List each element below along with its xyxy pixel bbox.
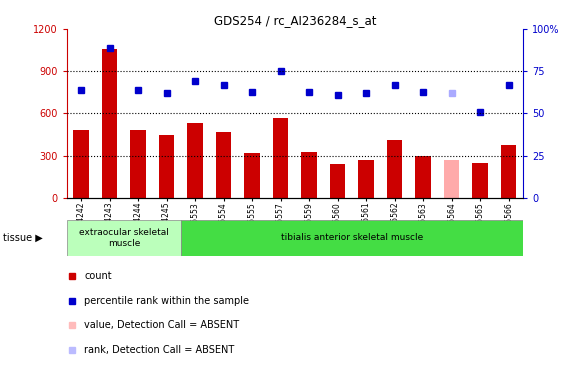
Bar bbox=[501, 145, 517, 198]
Bar bbox=[130, 130, 146, 198]
Bar bbox=[102, 49, 117, 198]
Text: extraocular skeletal
muscle: extraocular skeletal muscle bbox=[79, 228, 168, 248]
Bar bbox=[73, 130, 89, 198]
Bar bbox=[244, 153, 260, 198]
Bar bbox=[187, 123, 203, 198]
Text: count: count bbox=[84, 271, 112, 281]
Bar bbox=[330, 164, 346, 198]
Text: percentile rank within the sample: percentile rank within the sample bbox=[84, 296, 249, 306]
Text: value, Detection Call = ABSENT: value, Detection Call = ABSENT bbox=[84, 320, 239, 330]
Bar bbox=[302, 152, 317, 198]
Bar bbox=[472, 163, 488, 198]
Bar bbox=[216, 132, 231, 198]
Bar bbox=[181, 220, 523, 256]
Bar bbox=[415, 156, 431, 198]
Bar bbox=[67, 220, 181, 256]
Bar bbox=[358, 160, 374, 198]
Bar bbox=[272, 118, 288, 198]
Bar bbox=[159, 134, 174, 198]
Bar bbox=[387, 140, 403, 198]
Text: tibialis anterior skeletal muscle: tibialis anterior skeletal muscle bbox=[281, 234, 423, 242]
Bar bbox=[444, 160, 460, 198]
Text: rank, Detection Call = ABSENT: rank, Detection Call = ABSENT bbox=[84, 345, 234, 355]
Title: GDS254 / rc_AI236284_s_at: GDS254 / rc_AI236284_s_at bbox=[214, 14, 376, 27]
Text: tissue ▶: tissue ▶ bbox=[3, 233, 42, 243]
